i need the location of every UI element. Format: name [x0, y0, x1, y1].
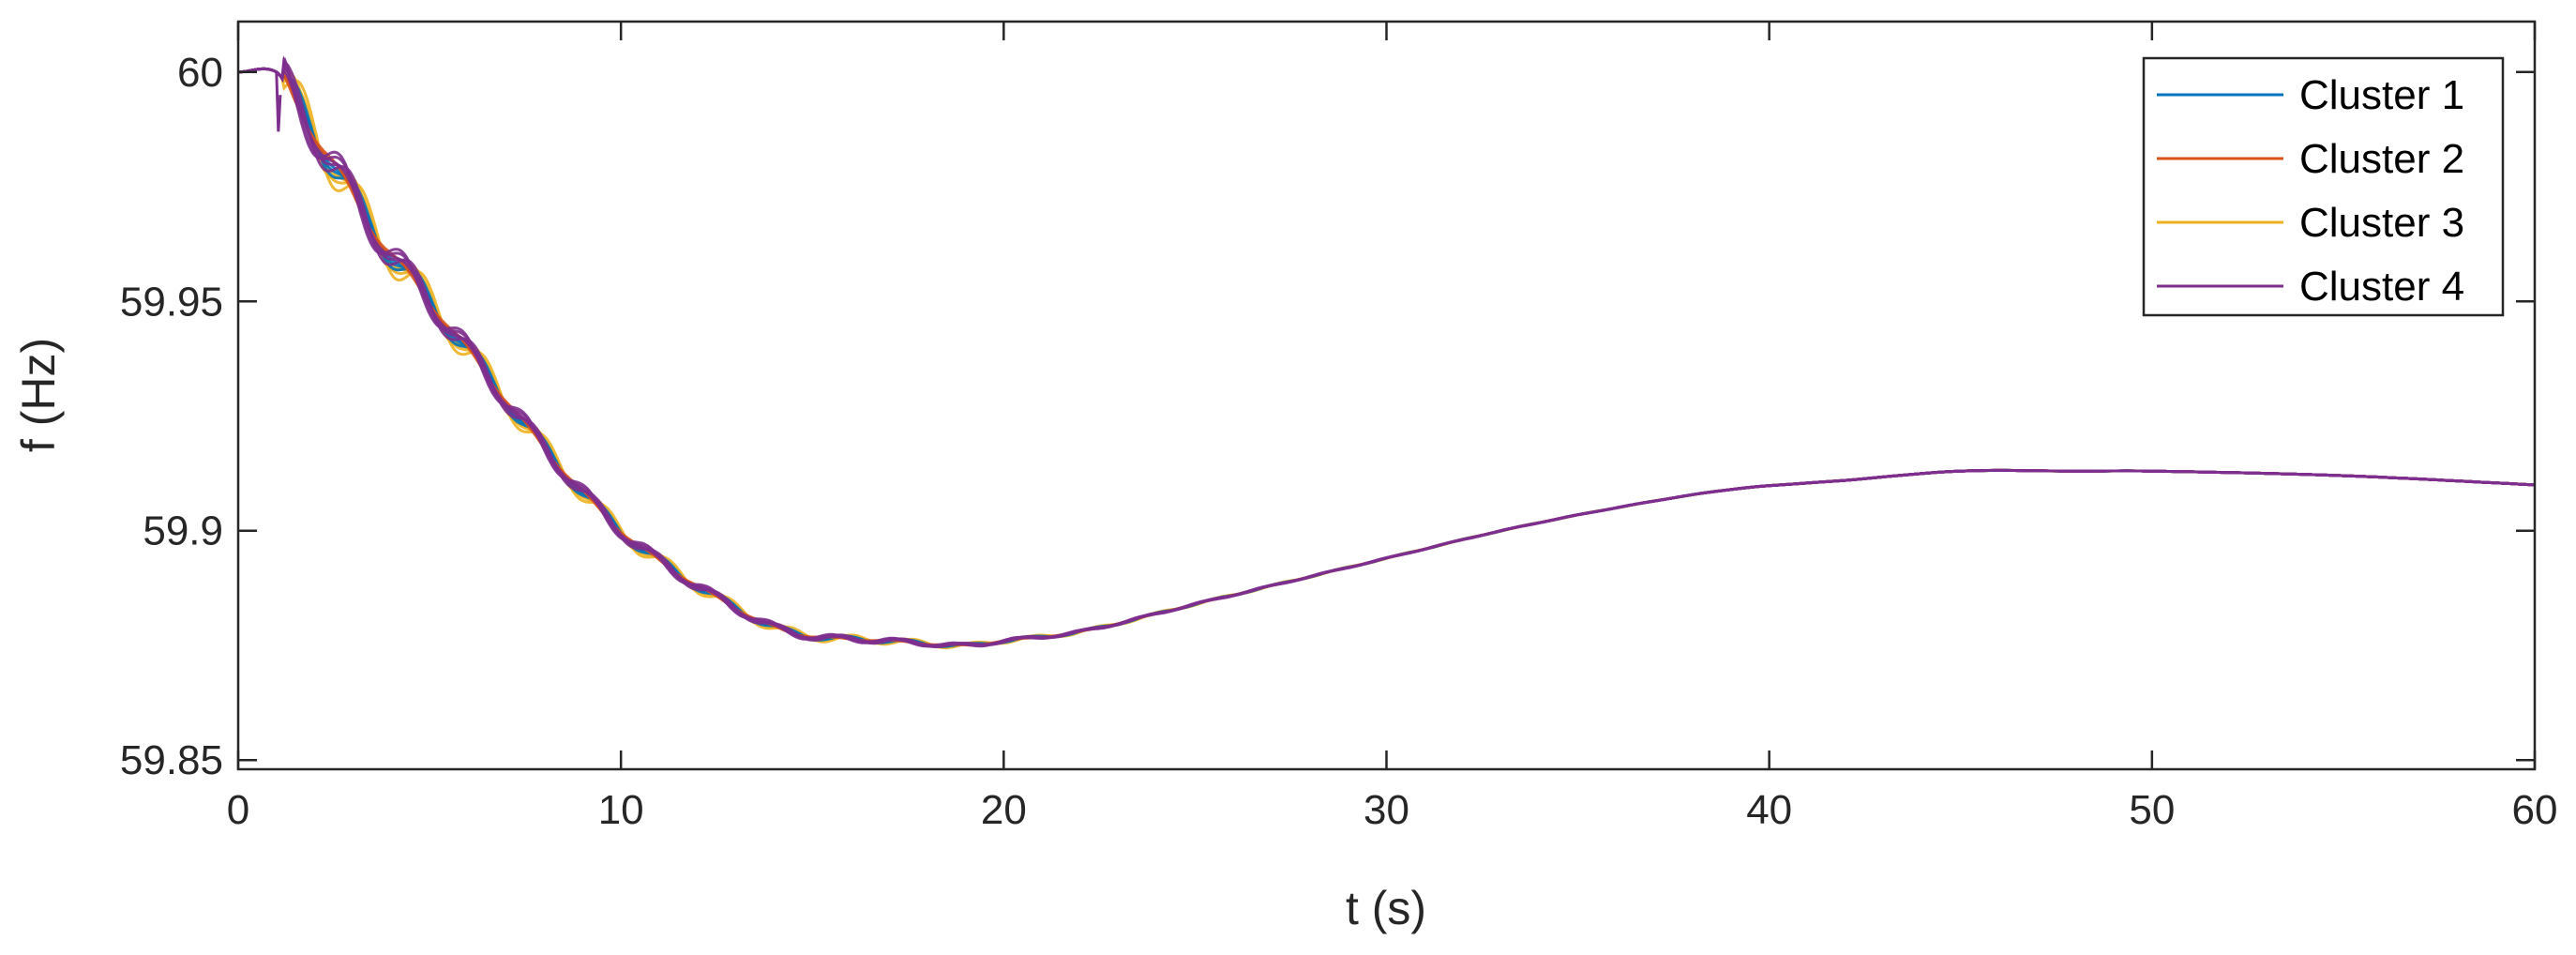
legend-label: Cluster 2 [2299, 136, 2464, 182]
y-axis: 59.85 59.9 59.95 60 [120, 50, 2535, 783]
legend: Cluster 1 Cluster 2 Cluster 3 Cluster 4 [2142, 56, 2505, 317]
series-spike-cluster-4 [275, 71, 282, 132]
x-axis: 0 10 20 30 40 50 60 [227, 22, 2558, 833]
y-axis-label: f (Hz) [12, 338, 65, 452]
x-axis-label: t (s) [1346, 882, 1426, 934]
x-tick-label: 30 [1363, 787, 1409, 833]
x-tick-label: 10 [598, 787, 644, 833]
x-tick-label: 20 [981, 787, 1027, 833]
y-tick-label: 59.95 [120, 279, 223, 325]
series-line-cluster-4 [237, 57, 2536, 648]
legend-label: Cluster 4 [2299, 264, 2464, 310]
legend-label: Cluster 3 [2299, 200, 2464, 246]
x-tick-label: 50 [2129, 787, 2175, 833]
y-tick-label: 60 [177, 50, 223, 96]
legend-box [2142, 56, 2505, 317]
y-tick-label: 59.85 [120, 737, 223, 783]
legend-label: Cluster 1 [2299, 72, 2464, 118]
series-layer [237, 54, 2536, 650]
x-tick-label: 0 [227, 787, 249, 833]
x-tick-label: 60 [2512, 787, 2558, 833]
x-tick-label: 40 [1746, 787, 1792, 833]
y-tick-label: 59.9 [143, 508, 223, 554]
